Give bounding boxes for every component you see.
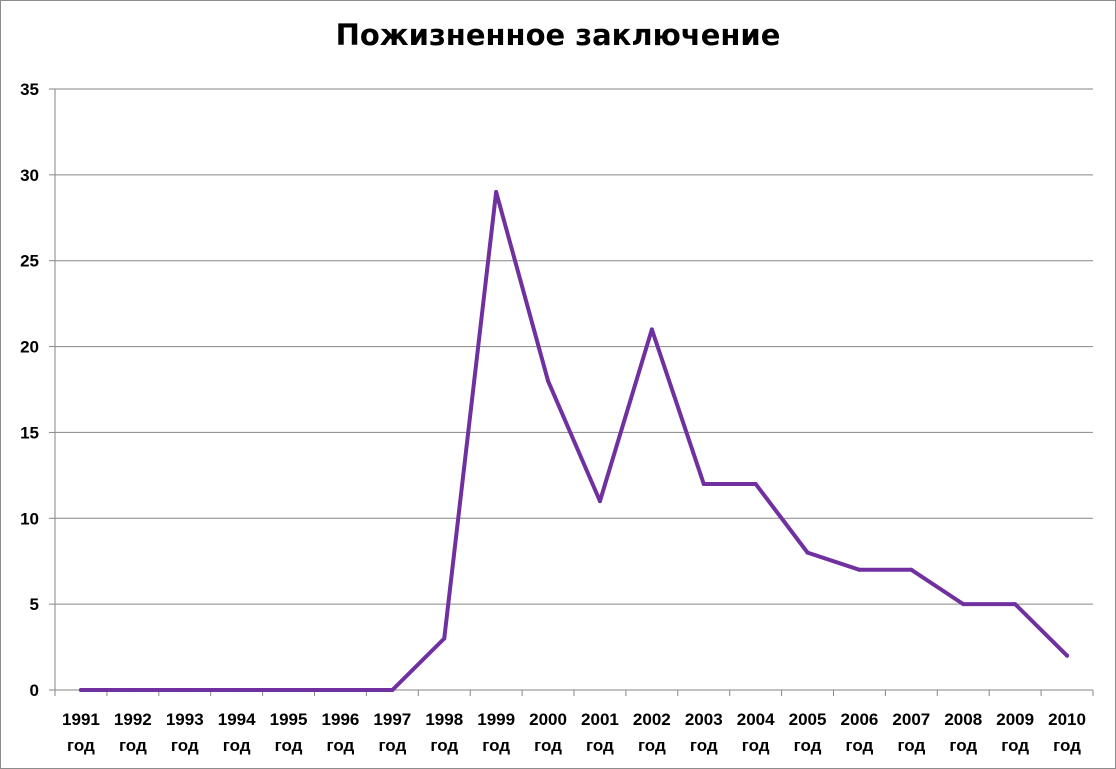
x-tick-label: 1994 год — [218, 710, 256, 755]
y-tick-label: 30 — [20, 166, 39, 185]
data-point — [286, 688, 291, 692]
data-point — [857, 567, 862, 572]
x-tick-label: 1997 год — [373, 710, 411, 755]
x-tick-labels: 1991 год 1992 год 1993 год 1994 год 1995 год 1996 г… — [62, 710, 1086, 755]
data-point — [649, 327, 654, 332]
data-point — [390, 688, 395, 692]
x-tick-label: 2007 год — [892, 710, 930, 755]
x-tick-label: 2000 год — [529, 710, 567, 755]
data-point — [597, 499, 602, 504]
chart-title: Пожизненное заключение — [335, 18, 781, 52]
y-tick-label: 25 — [20, 252, 39, 271]
x-tick-label: 1995 год — [270, 710, 308, 755]
series — [78, 190, 1070, 692]
data-point — [805, 550, 810, 555]
x-tick-label: 2005 год — [789, 710, 827, 755]
x-tick-label: 2002 год — [633, 710, 671, 755]
y-tick-labels: 0 5 10 15 20 25 30 35 — [20, 80, 39, 700]
y-tick-label: 5 — [30, 595, 39, 614]
data-point — [546, 378, 551, 383]
data-point — [234, 688, 239, 692]
data-point — [1013, 602, 1018, 607]
data-point — [182, 688, 187, 692]
x-tick-label: 1991 год — [62, 710, 100, 755]
x-tick-label: 2010 год — [1048, 710, 1086, 755]
y-tick-label: 20 — [20, 338, 39, 357]
data-point — [701, 481, 706, 486]
x-tick-label: 1999 год — [477, 710, 515, 755]
x-tick-label: 2008 год — [944, 710, 982, 755]
y-tick-label: 15 — [20, 423, 39, 442]
data-point — [442, 636, 447, 641]
data-point — [78, 688, 83, 692]
x-tick-label: 2004 год — [737, 710, 775, 755]
y-tick-label: 10 — [20, 509, 39, 528]
x-tick-label: 2001 год — [581, 710, 619, 755]
data-point — [753, 481, 758, 486]
x-tick-label: 1992 год — [114, 710, 152, 755]
data-point — [494, 190, 499, 195]
data-point — [961, 602, 966, 607]
data-point — [338, 688, 343, 692]
data-point — [130, 688, 135, 692]
series-line-0 — [78, 190, 1070, 692]
x-tick-label: 1996 год — [322, 710, 360, 755]
x-tick-label: 2006 год — [841, 710, 879, 755]
x-tick-label: 2009 год — [996, 710, 1034, 755]
y-tick-label: 35 — [20, 80, 39, 99]
gridlines — [55, 88, 1093, 605]
axes — [49, 88, 1094, 696]
x-tick-label: 2003 год — [685, 710, 723, 755]
y-tick-label: 0 — [30, 681, 39, 700]
data-point — [1065, 653, 1070, 658]
x-tick-label: 1998 год — [425, 710, 463, 755]
data-point — [909, 567, 914, 572]
x-tick-label: 1993 год — [166, 710, 204, 755]
